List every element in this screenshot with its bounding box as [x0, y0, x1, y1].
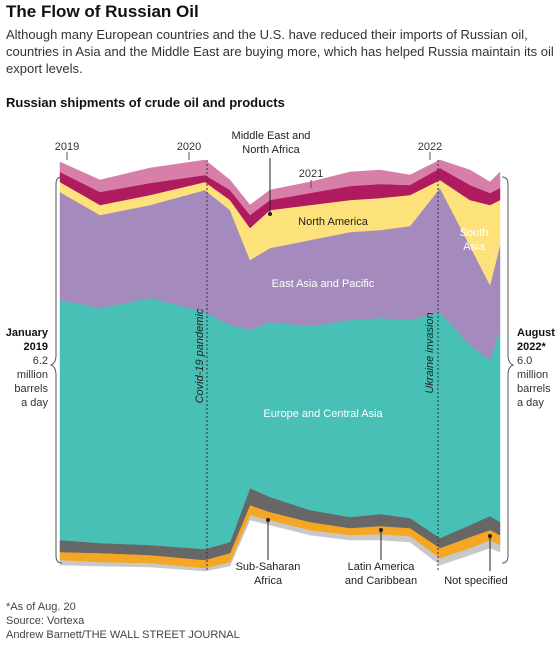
end-year: 2022* [517, 341, 546, 353]
latam-label-line-1: Latin America [348, 561, 416, 573]
end-unit-3: a day [517, 397, 544, 409]
east-asia-label: East Asia and Pacific [272, 278, 375, 290]
footer: *As of Aug. 20 Source: Vortexa Andrew Ba… [6, 600, 240, 642]
start-unit-2: barrels [14, 383, 48, 395]
south-asia-label-line-2: Asia [463, 241, 485, 253]
end-total-bracket [501, 176, 515, 564]
stream-layers [59, 159, 501, 572]
north-america-label: North America [298, 216, 369, 228]
end-value: 6.0 [517, 355, 532, 367]
start-unit-1: million [17, 369, 48, 381]
ukraine-annotation: Ukraine invasion [424, 312, 436, 393]
page-title: The Flow of Russian Oil [6, 2, 199, 21]
ssa-label-line-2: Africa [254, 575, 283, 587]
chart-title: Russian shipments of crude oil and produ… [6, 95, 285, 110]
ssa-leader-dot [266, 518, 270, 522]
end-unit-2: barrels [517, 383, 551, 395]
credit-line: Andrew Barnett/THE WALL STREET JOURNAL [6, 629, 240, 641]
not-specified-leader-dot [488, 534, 492, 538]
x-tick-label-2020: 2020 [177, 141, 201, 153]
not-specified-label: Not specified [444, 575, 508, 587]
end-month: August [517, 327, 555, 339]
mena-label-line-2: North Africa [242, 144, 300, 156]
mena-label-line-1: Middle East and [232, 130, 311, 142]
start-total-label: January 2019 6.2 million barrels a day [6, 327, 49, 409]
covid-annotation: Covid-19 pandemic [194, 308, 206, 403]
end-unit-1: million [517, 369, 548, 381]
x-tick-label-2021: 2021 [299, 168, 323, 180]
start-total-bracket [49, 176, 63, 564]
ssa-label-line-1: Sub-Saharan [236, 561, 301, 573]
south-asia-label-line-1: South [460, 227, 489, 239]
start-value: 6.2 [33, 355, 48, 367]
mena-leader-dot [268, 212, 272, 216]
europe-label: Europe and Central Asia [263, 408, 383, 420]
stream-layer-south-asia [59, 159, 501, 216]
start-unit-3: a day [21, 397, 48, 409]
latam-leader-dot [379, 528, 383, 532]
footnote: *As of Aug. 20 [6, 601, 76, 613]
start-year: 2019 [24, 341, 48, 353]
latam-label-line-2: and Caribbean [345, 575, 417, 587]
x-axis: 2019 2020 2021 2022 [55, 141, 442, 188]
source-line: Source: Vortexa [6, 615, 85, 627]
x-tick-label-2019: 2019 [55, 141, 79, 153]
x-tick-label-2022: 2022 [418, 141, 442, 153]
page-subtitle: Although many European countries and the… [6, 27, 554, 76]
end-total-label: August 2022* 6.0 million barrels a day [517, 327, 555, 409]
start-month: January [6, 327, 49, 339]
